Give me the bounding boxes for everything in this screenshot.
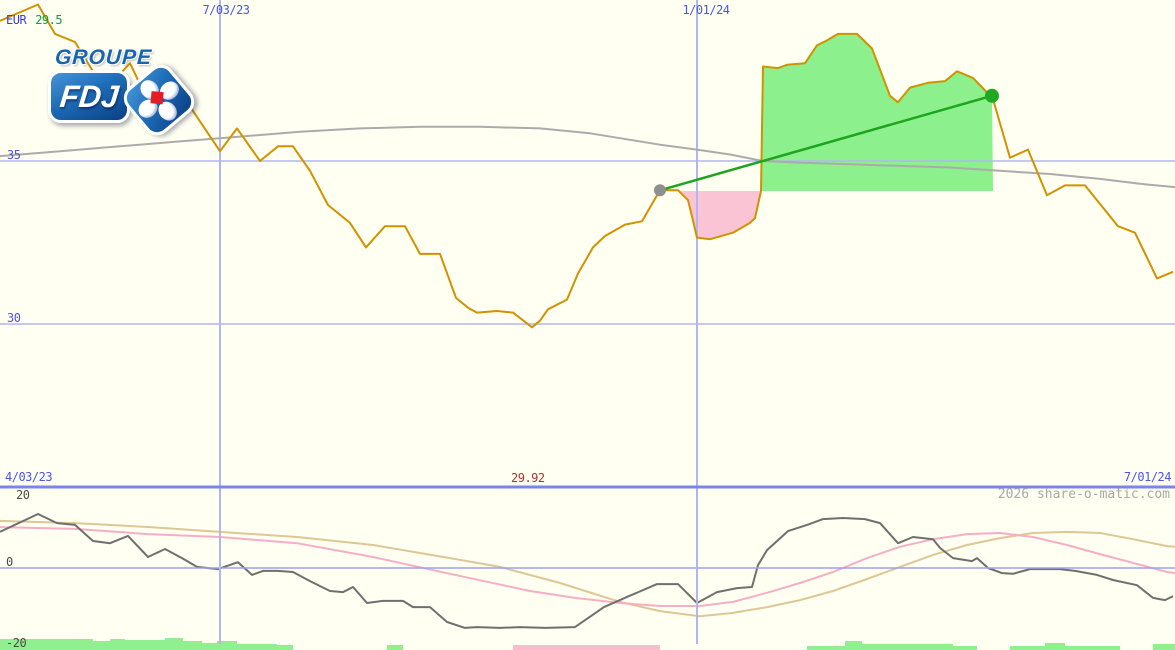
volume-bar — [0, 639, 93, 650]
volume-bar — [807, 646, 845, 650]
volume-bar — [202, 643, 217, 650]
volume-bar — [93, 641, 110, 650]
moving-average-line — [0, 125, 1175, 189]
min-price-label: 29.92 — [511, 471, 545, 485]
trend-line — [659, 94, 993, 192]
oscillator-signal-pink — [0, 526, 1175, 607]
fdj-logo: GROUPE FDJ — [45, 44, 200, 141]
clover-icon — [118, 59, 200, 141]
x-axis-date-jul23: 7/03/23 — [202, 3, 250, 17]
volume-bar — [953, 646, 977, 650]
current-quote: EUR 29.5 — [6, 13, 63, 27]
loss-fill-pink — [678, 190, 760, 240]
volume-bar — [513, 645, 660, 650]
gain-fill-green — [761, 33, 993, 192]
volume-bar — [125, 640, 165, 650]
volume-bar — [183, 641, 202, 650]
quote-currency: EUR — [6, 13, 27, 27]
volume-bar — [862, 644, 953, 650]
logo-fdj-text: FDJ — [57, 78, 121, 114]
volume-bar — [845, 641, 862, 650]
oscillator-slow-tan — [0, 519, 1175, 618]
logo-groupe-text: GROUPE — [54, 46, 153, 69]
volume-bar — [1045, 643, 1065, 650]
volume-bar — [165, 638, 183, 650]
volume-bar — [1010, 646, 1045, 650]
volume-bar — [110, 639, 125, 650]
volume-bar — [387, 645, 403, 650]
price-tick-30: 30 — [7, 311, 21, 325]
price-tick-35: 35 — [7, 148, 21, 162]
volume-bar — [1065, 646, 1120, 650]
osc-tick-minus20: -20 — [6, 636, 27, 650]
volume-bar — [217, 641, 237, 650]
range-end-date: 7/01/24 — [1123, 470, 1172, 484]
logo-fdj-box: FDJ — [48, 70, 130, 123]
osc-tick-20: 20 — [16, 488, 30, 502]
volume-bar — [237, 644, 277, 650]
osc-tick-0: 0 — [6, 555, 13, 569]
trend-end-dot — [985, 88, 999, 103]
watermark: 2026 share-o-matic.com — [997, 487, 1170, 502]
oscillator-fast-gray — [0, 513, 1174, 629]
price-line — [0, 3, 1174, 329]
range-start-date: 4/03/23 — [5, 470, 53, 484]
quote-price: 29.5 — [35, 13, 63, 27]
volume-bar — [1153, 644, 1175, 650]
volume-bar — [277, 645, 293, 650]
x-axis-date-jan24: 1/01/24 — [682, 3, 730, 17]
trend-start-dot — [654, 184, 666, 197]
clover-red-diamond-icon — [150, 91, 164, 105]
